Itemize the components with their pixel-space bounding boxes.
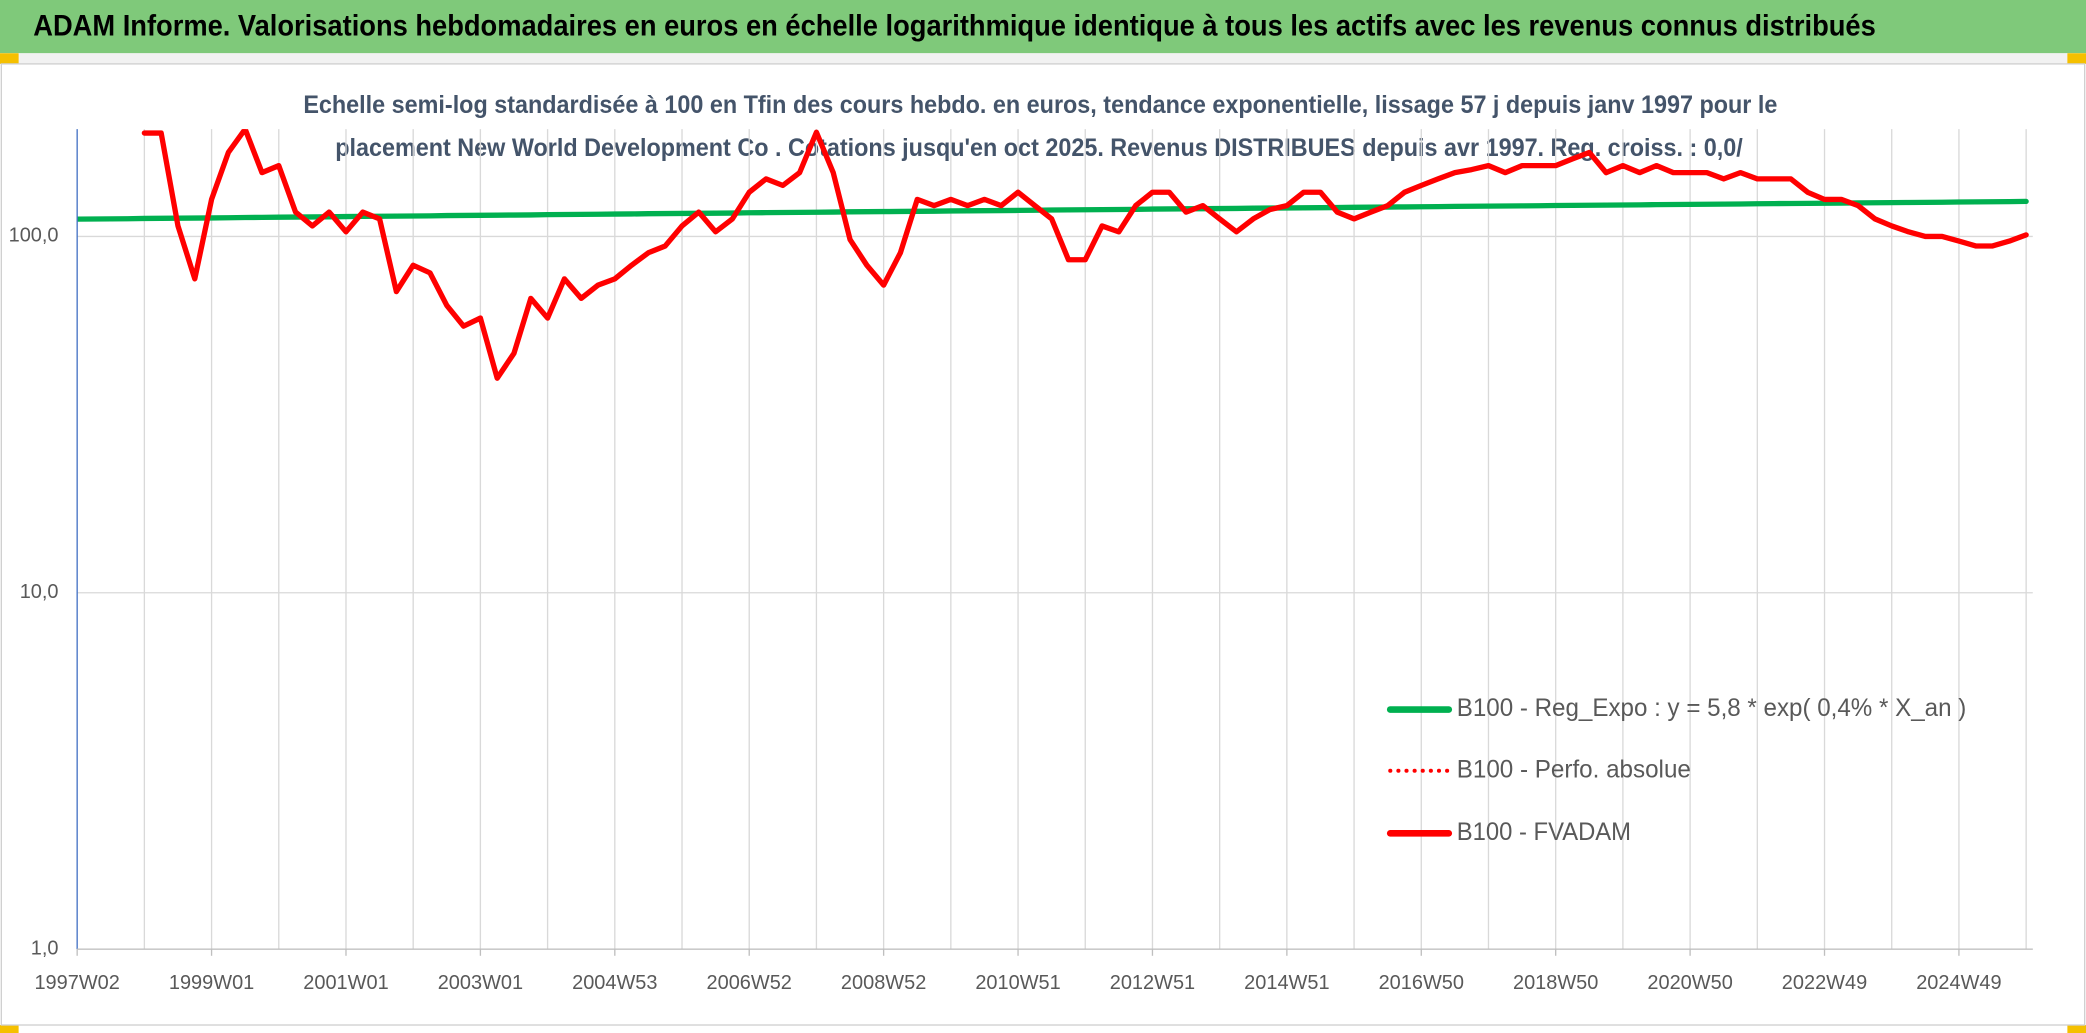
x-tick-label: 2001W01: [303, 972, 388, 994]
x-tick-label: 2014W51: [1244, 972, 1329, 994]
chart-border: [0, 63, 2086, 1026]
plot-area: [77, 129, 2029, 381]
corner-marker: [2067, 53, 2086, 64]
x-tick-label: 2024W49: [1916, 972, 2001, 994]
x-tick-label: 2022W49: [1782, 972, 1867, 994]
x-tick-label: 2012W51: [1110, 972, 1195, 994]
x-tick-label: 2020W50: [1647, 972, 1732, 994]
axes: 1,0 10,0 100,0 1997W02 1999W01 2001W01 2003W01…: [9, 129, 2033, 994]
x-tick-label: 2004W53: [572, 972, 657, 994]
x-tick-label: 1999W01: [169, 972, 254, 994]
x-tick-label: 1997W02: [34, 972, 119, 994]
chart-subtitle: Echelle semi-log standardisée à 100 en T…: [303, 91, 1777, 119]
x-tick-label: 2003W01: [438, 972, 523, 994]
y-tick-label: 1,0: [31, 937, 59, 959]
x-tick-label: 2018W50: [1513, 972, 1598, 994]
x-tick-label: 2016W50: [1379, 972, 1464, 994]
separator: [0, 53, 2086, 64]
legend-label: B100 - FVADAM: [1457, 818, 1631, 846]
x-tick-label: 2010W51: [975, 972, 1060, 994]
corner-marker: [0, 53, 19, 64]
x-tick-label: 2008W52: [841, 972, 926, 994]
x-tick-label: 2006W52: [707, 972, 792, 994]
grid: [77, 129, 2033, 950]
corner-marker: [0, 1025, 19, 1033]
y-tick-label: 10,0: [20, 581, 59, 603]
corner-marker: [2067, 1025, 2086, 1033]
legend-label: B100 - Reg_Expo : y = 5,8 * exp( 0,4% * …: [1457, 694, 1967, 722]
series-line: [141, 129, 2029, 381]
chart-subtitle: placement New World Development Co . Cot…: [335, 134, 1743, 162]
chart-title: ADAM Informe. Valorisations hebdomadaire…: [33, 11, 1876, 43]
legend-label: B100 - Perfo. absolue: [1457, 755, 1691, 783]
title-bar: [0, 0, 2086, 54]
series-line: [77, 198, 2029, 222]
y-tick-label: 100,0: [9, 225, 59, 247]
